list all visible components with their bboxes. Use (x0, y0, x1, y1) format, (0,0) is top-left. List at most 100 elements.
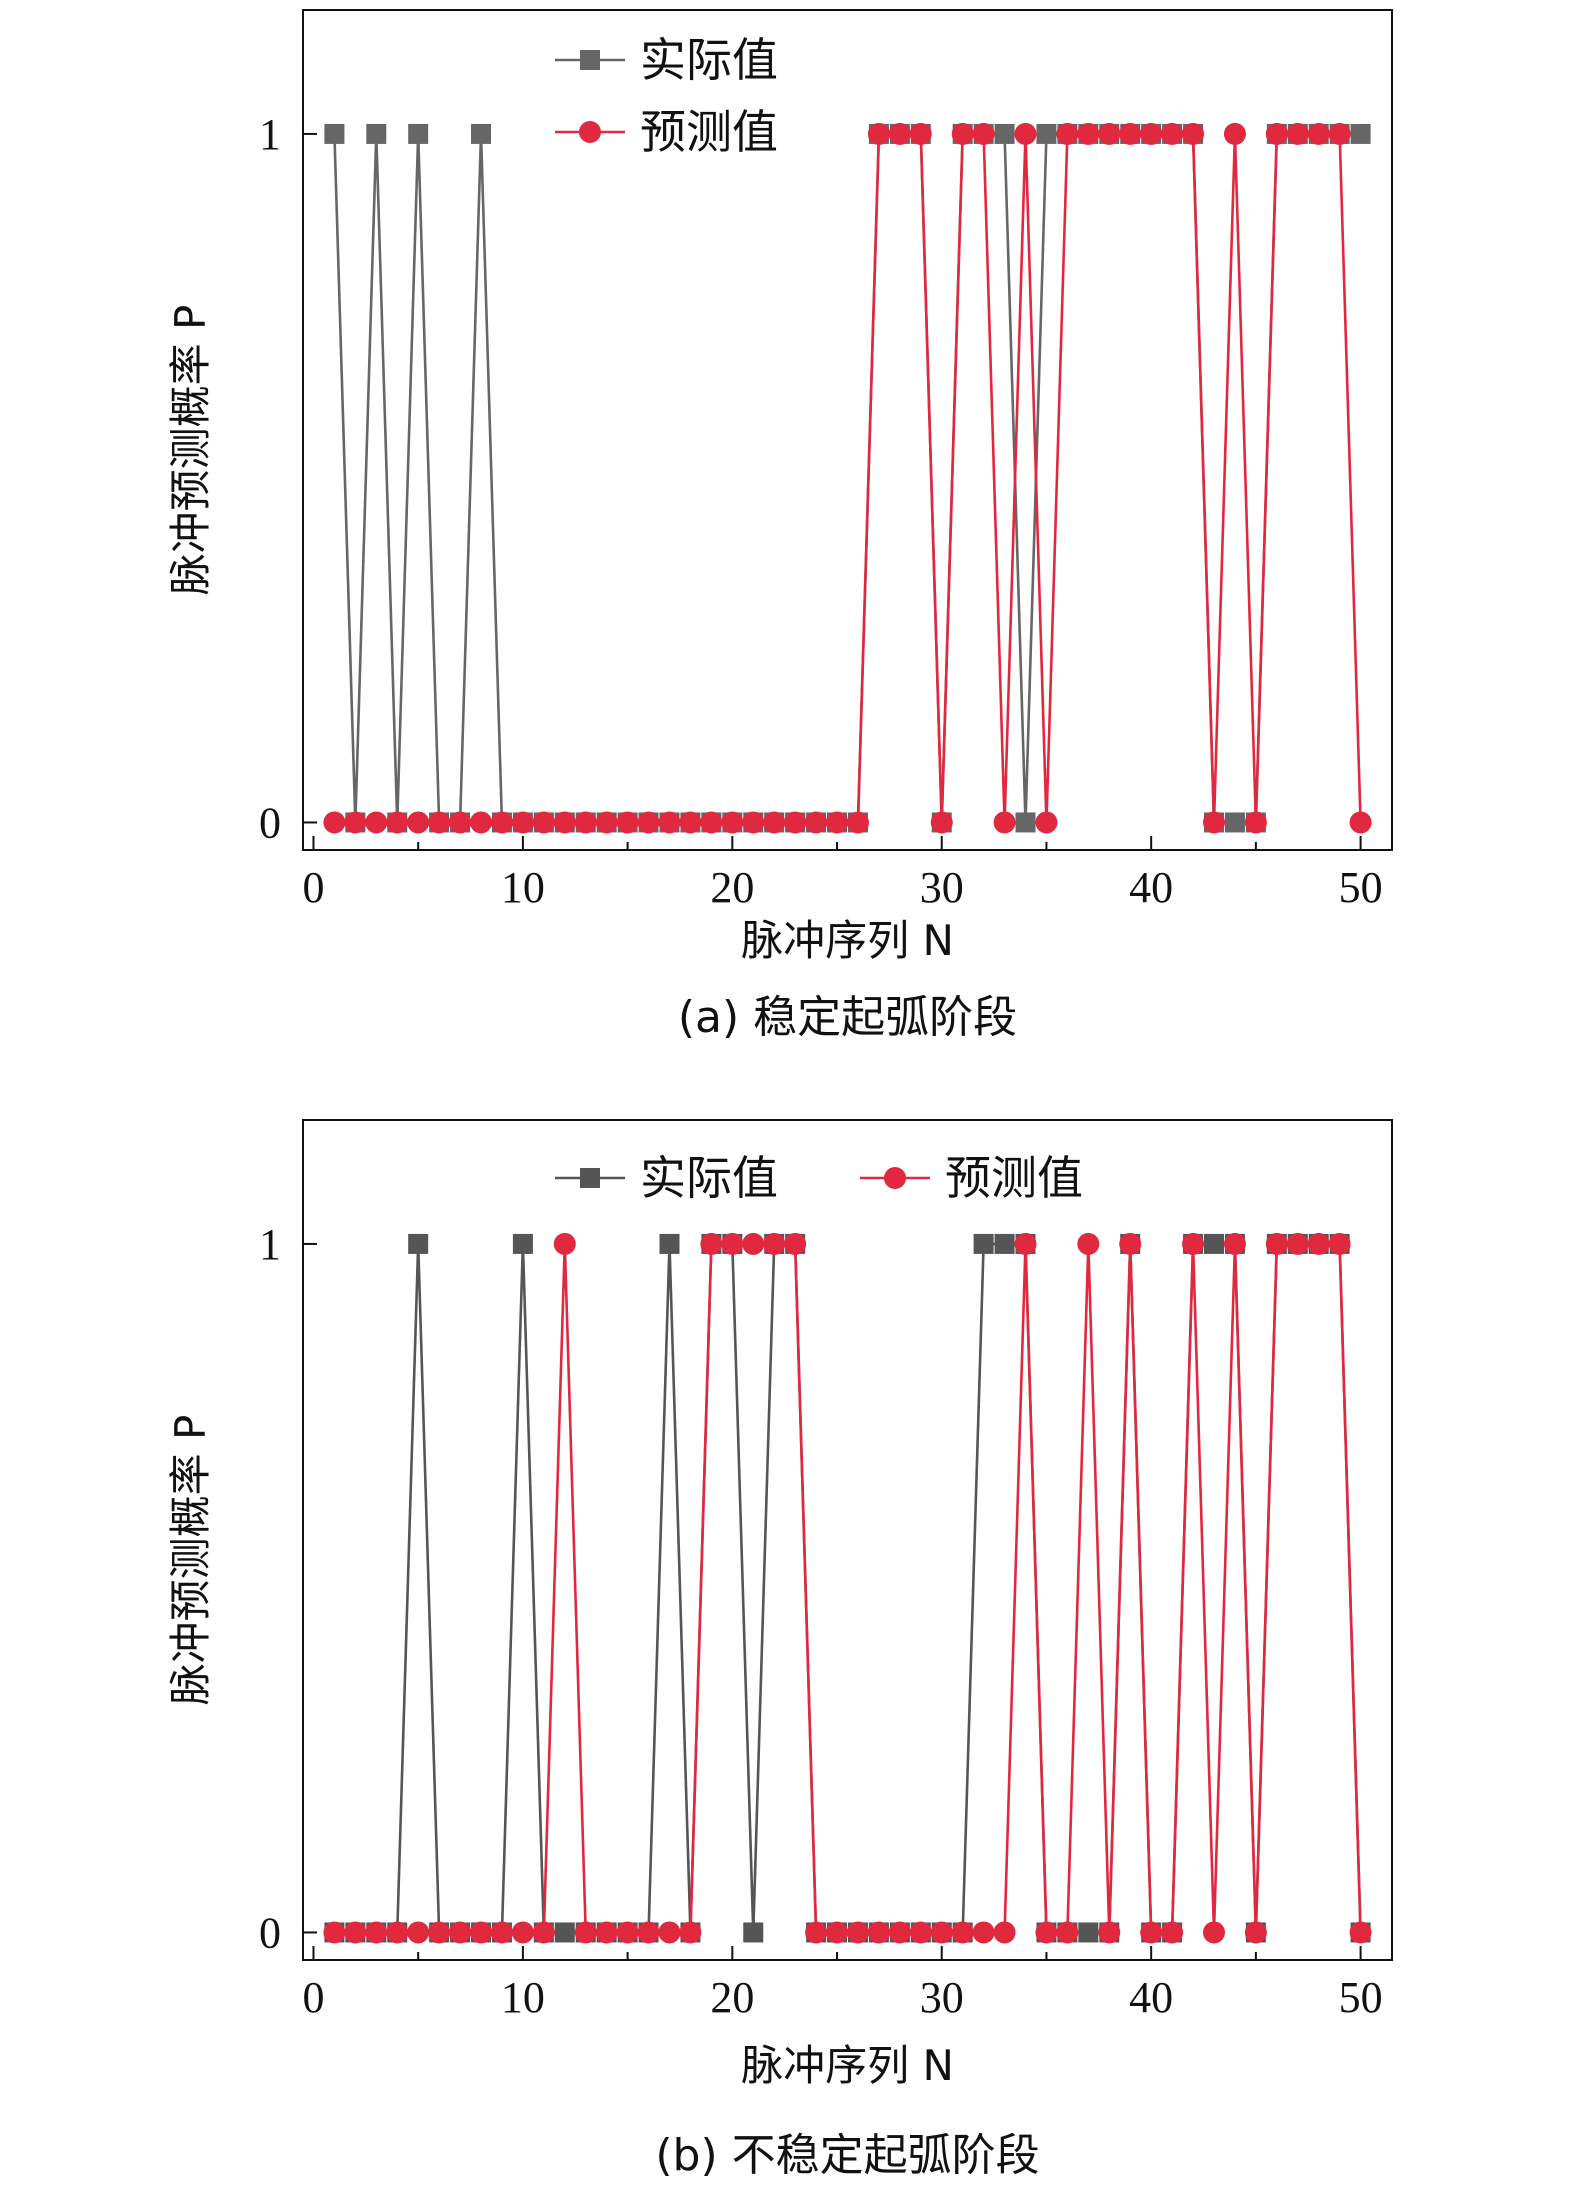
data-point-predicted (574, 811, 597, 834)
legend-label: 预测值 (945, 1151, 1083, 1205)
chart-caption: (a) 稳定起弧阶段 (678, 992, 1017, 1043)
data-point-predicted (386, 1921, 409, 1944)
legend-marker-square (580, 50, 600, 70)
data-point-predicted (490, 1921, 513, 1944)
data-point-predicted (700, 1232, 723, 1255)
data-point-predicted (1119, 1232, 1142, 1255)
data-point-predicted (867, 1921, 890, 1944)
data-point-predicted (951, 1921, 974, 1944)
data-point-predicted (595, 1921, 618, 1944)
data-point-predicted (1119, 122, 1142, 145)
data-point-predicted (826, 811, 849, 834)
data-point-predicted (763, 1232, 786, 1255)
data-point-predicted (344, 811, 367, 834)
data-point-predicted (867, 122, 890, 145)
data-point-predicted (1056, 122, 1079, 145)
data-point-predicted (679, 811, 702, 834)
data-point-predicted (930, 1921, 953, 1944)
data-point-predicted (805, 811, 828, 834)
data-point-predicted (909, 1921, 932, 1944)
data-point-predicted (1098, 1921, 1121, 1944)
data-point-predicted (1182, 122, 1205, 145)
data-point-predicted (637, 1921, 660, 1944)
x-tick-label: 40 (1129, 1973, 1173, 2022)
data-point-predicted (826, 1921, 849, 1944)
data-point-predicted (1014, 1232, 1037, 1255)
x-tick-label: 30 (920, 1973, 964, 2022)
data-point-actual (471, 123, 492, 144)
x-axis-label: 脉冲序列 N (741, 2041, 954, 2090)
data-point-actual (1078, 1922, 1099, 1943)
data-point-predicted (407, 811, 430, 834)
y-tick-label: 0 (259, 1908, 281, 1957)
data-point-actual (973, 1233, 994, 1254)
data-point-predicted (511, 811, 534, 834)
data-point-predicted (1244, 1921, 1267, 1944)
data-point-predicted (1035, 811, 1058, 834)
data-point-actual (1224, 812, 1245, 833)
legend-label: 预测值 (640, 105, 778, 159)
y-tick-label: 1 (259, 110, 281, 159)
data-point-actual (1203, 1233, 1224, 1254)
data-point-predicted (386, 811, 409, 834)
plot-frame (302, 9, 1393, 851)
x-tick-label: 0 (302, 863, 324, 912)
data-point-predicted (700, 811, 723, 834)
data-point-actual (659, 1233, 680, 1254)
data-point-predicted (365, 1921, 388, 1944)
data-point-actual (366, 123, 387, 144)
data-point-actual (1036, 123, 1057, 144)
data-point-predicted (1328, 1232, 1351, 1255)
data-point-actual (324, 123, 345, 144)
data-point-predicted (909, 122, 932, 145)
data-point-predicted (763, 811, 786, 834)
data-point-predicted (511, 1921, 534, 1944)
data-point-predicted (930, 811, 953, 834)
data-point-actual (512, 1233, 533, 1254)
data-point-predicted (1161, 122, 1184, 145)
legend: 实际值 预测值 (555, 1151, 1083, 1205)
data-point-actual (1015, 812, 1036, 833)
data-point-predicted (1014, 122, 1037, 145)
chart-panel-a: 0 10 20 30 40 50 0 1 脉冲序列 N 脉冲预测概率 P (a) 稳定起弧阶段 实际值… (166, 9, 1393, 1043)
data-point-predicted (532, 811, 555, 834)
data-point-predicted (428, 811, 451, 834)
data-point-predicted (1202, 811, 1225, 834)
series-line-predicted (334, 132, 1362, 824)
data-point-predicted (1098, 122, 1121, 145)
data-point-predicted (658, 1921, 681, 1944)
x-tick-label: 30 (920, 863, 964, 912)
chart-panel-b: 0 10 20 30 40 50 0 1 脉冲序列 N 脉冲预测概率 P (b) 不稳定起弧阶段 实际… (166, 1119, 1393, 2181)
data-point-predicted (1140, 1921, 1163, 1944)
data-point-predicted (805, 1921, 828, 1944)
series-line-actual (333, 132, 1361, 824)
data-point-predicted (972, 122, 995, 145)
data-point-predicted (888, 122, 911, 145)
legend-label: 实际值 (640, 1151, 778, 1205)
data-point-predicted (1140, 122, 1163, 145)
x-axis-label: 脉冲序列 N (741, 916, 954, 965)
data-point-predicted (972, 1921, 995, 1944)
data-point-predicted (1349, 1921, 1372, 1944)
data-point-predicted (1286, 1232, 1309, 1255)
data-point-actual (554, 1922, 575, 1943)
data-point-predicted (344, 1921, 367, 1944)
data-point-predicted (1077, 1232, 1100, 1255)
data-point-predicted (595, 811, 618, 834)
data-point-predicted (470, 1921, 493, 1944)
x-tick-label: 20 (710, 863, 754, 912)
legend-label: 实际值 (640, 33, 778, 87)
data-point-predicted (846, 811, 869, 834)
data-point-predicted (721, 1232, 744, 1255)
y-tick-label: 0 (259, 798, 281, 847)
plot-frame (302, 1119, 1393, 1961)
data-point-predicted (1056, 1921, 1079, 1944)
data-point-predicted (532, 1921, 555, 1944)
data-point-predicted (1265, 1232, 1288, 1255)
data-point-predicted (784, 1232, 807, 1255)
legend-marker-circle (884, 1167, 906, 1189)
data-point-predicted (784, 811, 807, 834)
data-point-predicted (553, 1232, 576, 1255)
data-point-predicted (993, 1921, 1016, 1944)
